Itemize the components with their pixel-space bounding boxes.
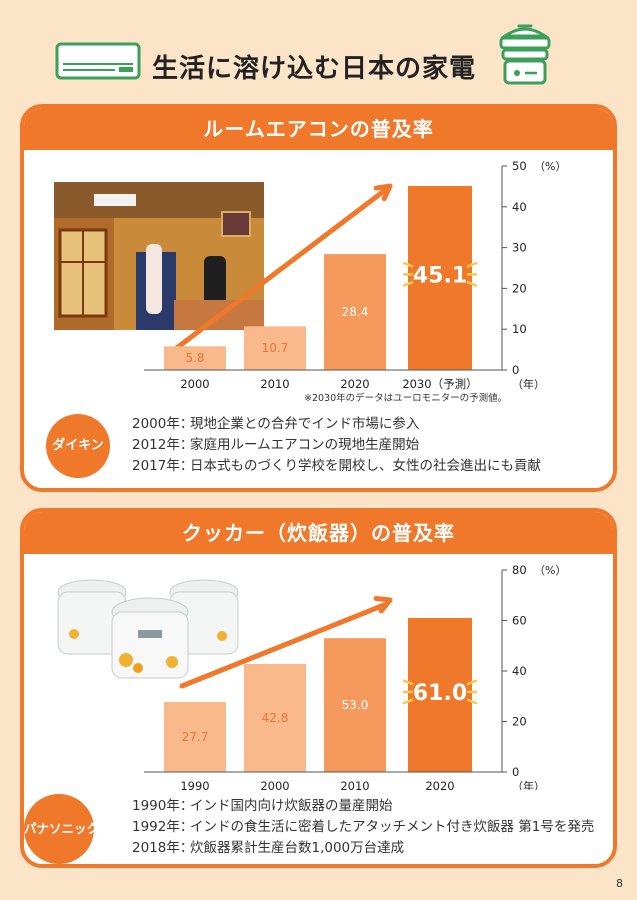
- x-tick-label: 2010: [340, 779, 369, 790]
- y-axis-label: （%）: [534, 564, 566, 577]
- page-number: 8: [616, 877, 623, 890]
- x-tick-label: 2020: [340, 377, 369, 391]
- y-tick-label: 40: [512, 200, 527, 214]
- rice-steamer-icon: [495, 20, 555, 92]
- data-label: 10.7: [262, 341, 289, 355]
- y-tick-label: 20: [512, 715, 527, 729]
- aircon-photo: [54, 182, 264, 330]
- y-tick-label: 30: [512, 241, 527, 255]
- x-tick-label: 2030（予測）: [402, 377, 477, 391]
- air-conditioner-icon: [55, 42, 141, 86]
- bar: [324, 638, 386, 772]
- highlight-spark: [466, 261, 478, 268]
- aircon-event: 2017年：日本式ものづくり学校を開校し、女性の社会進出にも貢献: [132, 458, 541, 474]
- x-tick-label: 2000: [260, 779, 289, 790]
- highlight-spark: [466, 281, 478, 287]
- bar: [408, 617, 472, 772]
- x-tick-label: 1990: [180, 779, 209, 790]
- bar: [164, 346, 226, 370]
- highlight-spark: [466, 679, 478, 686]
- rice-cooker-photo: [54, 572, 254, 682]
- x-axis-label: （年）: [512, 377, 545, 391]
- bar: [408, 185, 472, 370]
- aircon-events: 2000年：現地企業との合弁でインド市場に参入 2012年：家庭用ルームエアコン…: [132, 414, 541, 477]
- data-label: 5.8: [185, 351, 204, 365]
- trend-arrow-icon: [373, 595, 393, 614]
- y-tick-label: 60: [512, 614, 527, 628]
- trend-arrow-line: [171, 188, 387, 353]
- page-title: 生活に溶け込む日本の家電: [152, 54, 477, 84]
- daikin-badge: ダイキン: [46, 414, 110, 478]
- highlight-spark: [402, 261, 414, 268]
- cooker-heading: クッカー（炊飯器）の普及率: [24, 512, 613, 554]
- y-tick-label: 40: [512, 664, 527, 678]
- aircon-panel: ルームエアコンの普及率 5.8 2000 10.7 2010 28.4 2020 45.1 2…: [20, 104, 617, 492]
- aircon-event: 2012年：家庭用ルームエアコンの現地生産開始: [132, 437, 420, 453]
- trend-arrow-line: [179, 602, 387, 689]
- data-label: 45.1: [413, 263, 467, 288]
- trend-arrow-icon: [373, 183, 393, 202]
- cooker-event: 1992年：インドの食生活に密着したアタッチメント付き炊飯器 第1号を発売: [132, 819, 595, 835]
- bar: [324, 254, 386, 370]
- x-tick-label: 2000: [180, 377, 209, 391]
- data-label: 61.0: [413, 681, 467, 706]
- highlight-spark: [402, 679, 414, 686]
- aircon-event: 2000年：現地企業との合弁でインド市場に参入: [132, 416, 420, 432]
- cooker-panel: クッカー（炊飯器）の普及率 27.7 1990 42.8 2000 53.0 2010 61…: [20, 508, 617, 868]
- y-tick-label: 50: [512, 159, 527, 173]
- highlight-spark: [402, 281, 414, 287]
- y-tick-label: 0: [512, 765, 519, 779]
- y-tick-label: 20: [512, 281, 527, 295]
- bar: [244, 663, 306, 772]
- data-label: 28.4: [342, 305, 369, 319]
- highlight-spark: [402, 698, 414, 705]
- cooker-event: 1990年：インド国内向け炊飯器の量産開始: [132, 798, 393, 814]
- aircon-footnote: ※2030年のデータはユーロモニターの予測値。: [304, 393, 508, 404]
- highlight-spark: [466, 698, 478, 705]
- page-header: 生活に溶け込む日本の家電: [0, 24, 637, 100]
- y-axis-label: （%）: [534, 160, 566, 173]
- aircon-heading: ルームエアコンの普及率: [24, 108, 613, 150]
- panasonic-badge: パナソニック: [24, 794, 99, 864]
- aircon-bar-chart: 5.8 2000 10.7 2010 28.4 2020 45.1 2030（予測） 0 10 20…: [144, 159, 566, 391]
- bar: [164, 702, 226, 772]
- cooker-events: 1990年：インド国内向け炊飯器の量産開始 1992年：インドの食生活に密着した…: [132, 796, 594, 859]
- y-tick-label: 80: [512, 563, 527, 577]
- cooker-event: 2018年：炊飯器累計生産台数1,000万台達成: [132, 840, 405, 856]
- x-tick-label: 2010: [260, 377, 289, 391]
- data-label: 53.0: [342, 698, 369, 712]
- x-tick-label: 2020: [425, 779, 454, 790]
- y-tick-label: 0: [512, 363, 519, 377]
- x-axis-label: （年）: [512, 779, 545, 790]
- y-tick-label: 10: [512, 322, 527, 336]
- data-label: 42.8: [262, 711, 289, 725]
- cooker-bar-chart: 27.7 1990 42.8 2000 53.0 2010 61.0 2020 0 20 40 60 8…: [144, 563, 566, 790]
- bar: [244, 326, 306, 370]
- data-label: 27.7: [182, 730, 209, 744]
